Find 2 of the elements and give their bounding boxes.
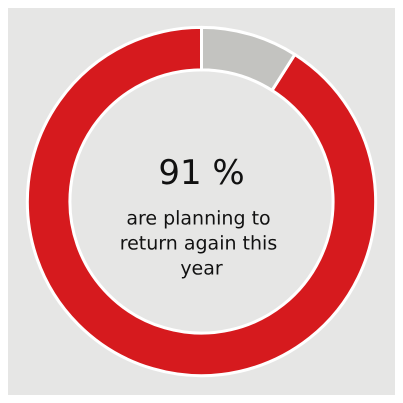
text: are planning to return again this year [120, 208, 284, 280]
text: 91 % [158, 153, 245, 193]
